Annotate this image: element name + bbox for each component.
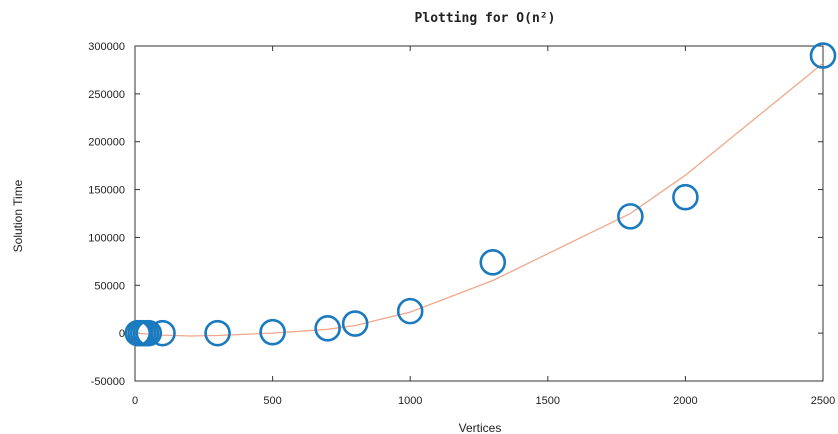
data-point bbox=[617, 203, 644, 230]
data-point bbox=[672, 183, 699, 211]
y-tick-label: 150000 bbox=[88, 185, 125, 197]
data-point bbox=[396, 297, 424, 325]
data-point bbox=[479, 249, 507, 276]
y-tick-label: 200000 bbox=[88, 137, 125, 149]
data-point bbox=[314, 315, 341, 342]
y-tick-label: 250000 bbox=[88, 89, 125, 101]
fit-line bbox=[134, 62, 824, 337]
y-tick-label: 100000 bbox=[88, 232, 125, 244]
y-tick-label: 0 bbox=[119, 328, 125, 340]
data-point bbox=[259, 318, 286, 346]
data-point bbox=[204, 319, 231, 347]
data-point bbox=[809, 42, 837, 69]
plot-area bbox=[124, 42, 837, 347]
data-point bbox=[135, 319, 163, 347]
x-tick-label: 2000 bbox=[673, 395, 697, 407]
x-tick-label: 1000 bbox=[398, 395, 422, 407]
chart-title: Plotting for O(n²) bbox=[415, 11, 556, 26]
data-point bbox=[149, 319, 176, 347]
y-axis: -50000 0 50000 100000 150000 200000 250000 3000… bbox=[88, 41, 823, 388]
y-axis-label: Solution Time bbox=[11, 179, 25, 252]
plot-frame bbox=[134, 45, 824, 382]
data-point bbox=[341, 310, 369, 337]
x-axis-label: Vertices bbox=[459, 421, 502, 434]
x-axis: 0 500 1000 1500 2000 2500 bbox=[132, 46, 835, 407]
y-tick-label: 300000 bbox=[88, 41, 125, 53]
x-tick-label: 1500 bbox=[536, 395, 560, 407]
x-tick-label: 0 bbox=[132, 395, 138, 407]
x-tick-label: 2500 bbox=[811, 395, 835, 407]
y-tick-label: -50000 bbox=[91, 376, 125, 388]
x-tick-label: 500 bbox=[263, 395, 281, 407]
y-tick-label: 50000 bbox=[94, 280, 125, 292]
